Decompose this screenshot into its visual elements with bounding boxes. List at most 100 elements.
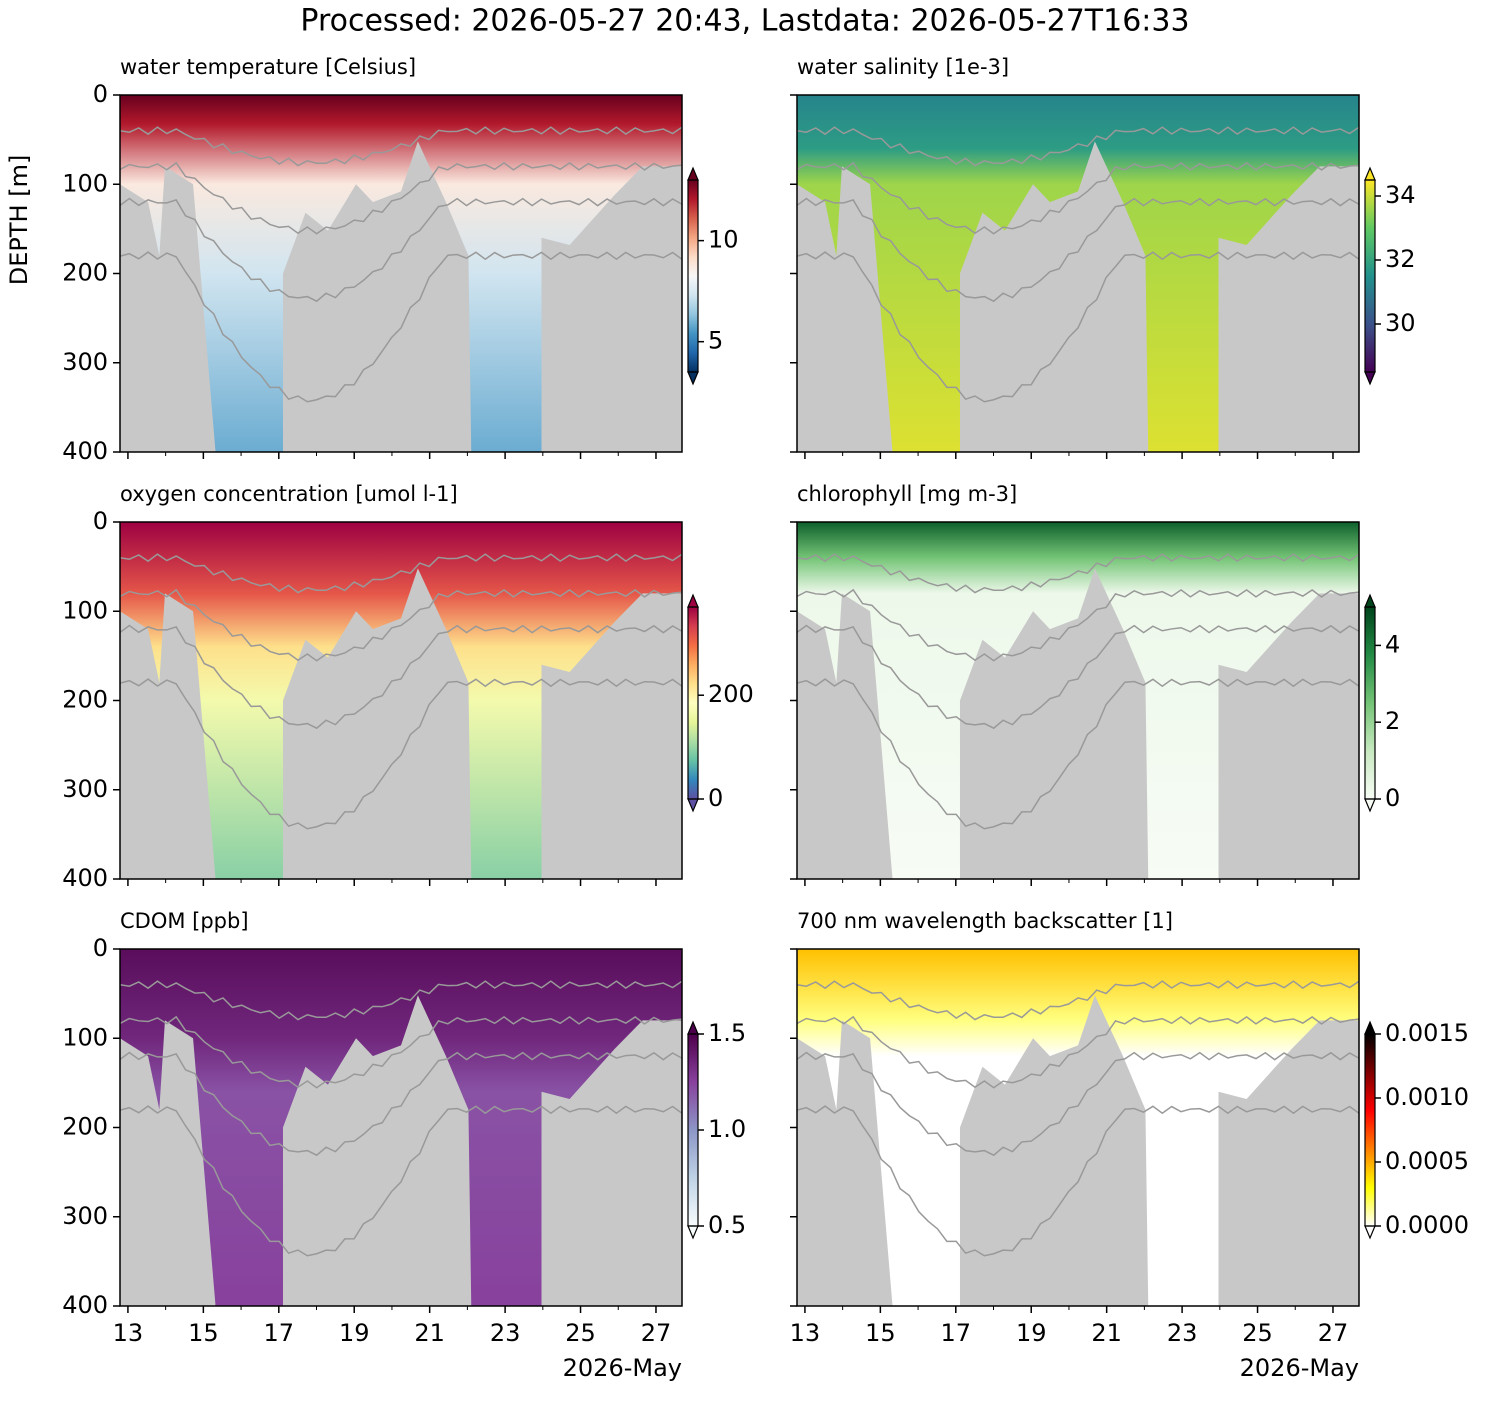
colorbar: [1365, 180, 1375, 372]
panel-title: CDOM [ppb]: [120, 909, 249, 933]
isopycnal: [796, 553, 1360, 594]
heatmap-field: [120, 95, 682, 452]
x-tick-label: 17: [264, 1319, 295, 1347]
colorbar-tick-label: 32: [1385, 245, 1416, 273]
isopycnal: [796, 126, 1360, 167]
x-tick-label: 19: [1016, 1319, 1047, 1347]
colorbar-tick-label: 34: [1385, 181, 1416, 209]
heatmap-field: [797, 522, 1359, 879]
y-tick-label: 200: [62, 686, 108, 714]
panel-title: oxygen concentration [umol l-1]: [120, 482, 458, 506]
isopycnal: [796, 624, 1360, 730]
colorbar-tick-label: 4: [1385, 630, 1400, 658]
y-tick-label: 400: [62, 437, 108, 465]
isopycnal: [119, 161, 683, 235]
panel-title: chlorophyll [mg m-3]: [797, 482, 1017, 506]
colorbar-tick-label: 30: [1385, 309, 1416, 337]
heatmap-field: [120, 949, 682, 1306]
heatmap-field: [797, 95, 1359, 452]
colorbar: [688, 180, 698, 372]
y-tick-label: 300: [62, 775, 108, 803]
colorbar-tick-label: 0.0005: [1385, 1147, 1469, 1175]
colorbar-extend-min: [687, 1225, 699, 1240]
x-tick-label: 21: [1091, 1319, 1122, 1347]
y-tick-label: 200: [62, 1113, 108, 1141]
y-tick-label: 300: [62, 348, 108, 376]
isopycnal: [796, 197, 1360, 303]
colorbar-tick-label: 0: [1385, 784, 1400, 812]
panel-title: 700 nm wavelength backscatter [1]: [797, 909, 1173, 933]
y-tick-label: 100: [62, 1023, 108, 1051]
x-tick-label: 19: [339, 1319, 370, 1347]
colorbar-extend-max: [1364, 1020, 1376, 1035]
isopycnal: [796, 1105, 1360, 1257]
colorbar-tick-label: 0.0010: [1385, 1083, 1469, 1111]
isopycnal: [119, 1105, 683, 1257]
y-tick-label: 200: [62, 259, 108, 287]
colorbar-extend-max: [1364, 593, 1376, 608]
colorbar-extend-max: [1364, 166, 1376, 181]
y-tick-label: 400: [62, 864, 108, 892]
x-tick-label: 15: [188, 1319, 219, 1347]
colorbar-tick-label: 0.5: [708, 1211, 746, 1239]
colorbar-tick-label: 5: [708, 327, 723, 355]
x-tick-label: 21: [414, 1319, 445, 1347]
y-tick-label: 400: [62, 1291, 108, 1319]
colorbar-tick-label: 10: [708, 226, 739, 254]
colorbar-frame: [1364, 179, 1376, 373]
isopycnal: [796, 251, 1360, 403]
isopycnal: [796, 161, 1360, 235]
isopycnal: [119, 1015, 683, 1089]
colorbar-extend-min: [687, 798, 699, 813]
isopycnal: [796, 588, 1360, 662]
x-tick-label: 27: [641, 1319, 672, 1347]
colorbar-tick-label: 1.0: [708, 1115, 746, 1143]
x-axis-label: 2026-May: [1240, 1354, 1359, 1382]
isopycnal: [119, 197, 683, 303]
y-tick-label: 100: [62, 596, 108, 624]
panel-title: water salinity [1e-3]: [797, 55, 1009, 79]
y-tick-label: 0: [93, 80, 108, 108]
panel-title: water temperature [Celsius]: [120, 55, 416, 79]
isopycnal: [119, 980, 683, 1021]
colorbar: [688, 607, 698, 799]
isopycnal: [796, 1015, 1360, 1089]
figure-title: Processed: 2026-05-27 20:43, Lastdata: 2…: [300, 4, 1189, 39]
y-tick-label: 0: [93, 934, 108, 962]
isopycnal: [796, 980, 1360, 1021]
y-tick-label: 0: [93, 507, 108, 535]
colorbar-tick-label: 0.0000: [1385, 1211, 1469, 1239]
isopycnal: [119, 553, 683, 594]
colorbar-frame: [687, 179, 699, 373]
x-axis-label: 2026-May: [563, 1354, 682, 1382]
isopycnal: [119, 624, 683, 730]
colorbar: [688, 1034, 698, 1226]
x-tick-label: 13: [790, 1319, 821, 1347]
colorbar-tick-label: 2: [1385, 707, 1400, 735]
isopycnal: [119, 126, 683, 167]
heatmap-field: [120, 522, 682, 879]
colorbar-tick-label: 200: [708, 680, 754, 708]
colorbar-extend-max: [687, 593, 699, 608]
colorbar-extend-min: [1364, 798, 1376, 813]
y-tick-label: 300: [62, 1202, 108, 1230]
x-tick-label: 13: [113, 1319, 144, 1347]
x-tick-label: 17: [941, 1319, 972, 1347]
y-axis-label: DEPTH [m]: [5, 155, 33, 286]
colorbar-extend-max: [687, 1020, 699, 1035]
colorbar-frame: [687, 606, 699, 800]
colorbar-extend-min: [1364, 1225, 1376, 1240]
x-tick-label: 23: [490, 1319, 521, 1347]
x-tick-label: 23: [1167, 1319, 1198, 1347]
colorbar-tick-label: 1.5: [708, 1019, 746, 1047]
y-tick-label: 100: [62, 169, 108, 197]
colorbar-tick-label: 0.0015: [1385, 1019, 1469, 1047]
x-tick-label: 25: [565, 1319, 596, 1347]
x-tick-label: 27: [1318, 1319, 1349, 1347]
colorbar: [1365, 1034, 1375, 1226]
isopycnal: [796, 1051, 1360, 1157]
colorbar-extend-min: [687, 371, 699, 386]
x-tick-label: 15: [865, 1319, 896, 1347]
colorbar-frame: [1364, 606, 1376, 800]
